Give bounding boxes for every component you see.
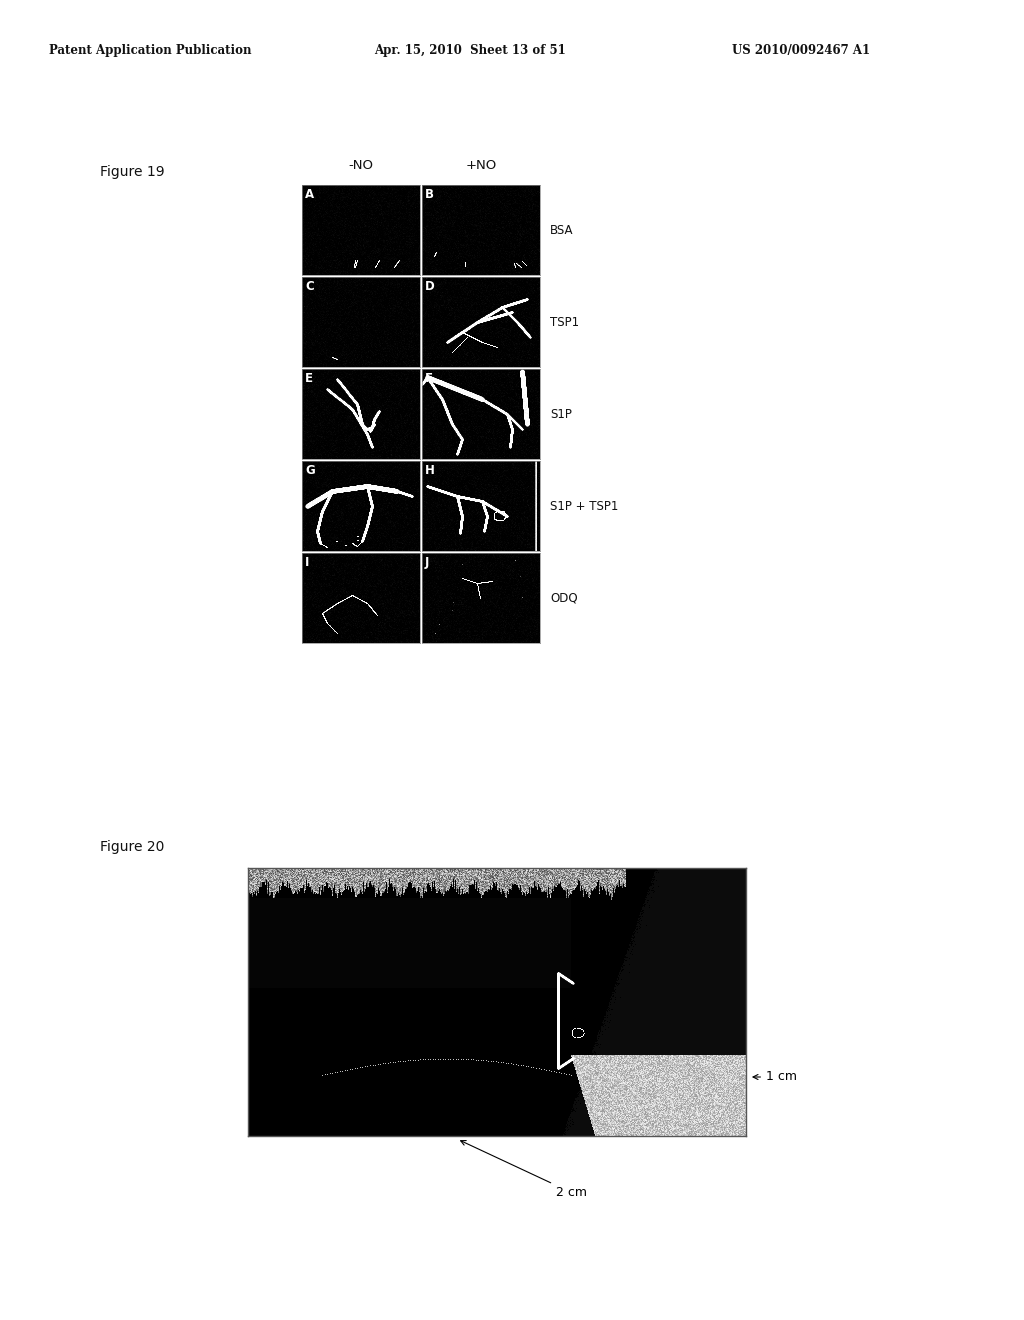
Text: TSP1: TSP1 [550, 315, 580, 329]
Text: J: J [425, 556, 429, 569]
Text: Apr. 15, 2010  Sheet 13 of 51: Apr. 15, 2010 Sheet 13 of 51 [374, 44, 565, 57]
Text: S1P: S1P [550, 408, 571, 421]
Text: H: H [425, 465, 435, 477]
Text: +NO: +NO [465, 158, 497, 172]
Text: F: F [425, 372, 433, 385]
Text: Figure 20: Figure 20 [100, 840, 165, 854]
Text: S1P + TSP1: S1P + TSP1 [550, 499, 618, 512]
Text: C: C [305, 280, 313, 293]
Text: US 2010/0092467 A1: US 2010/0092467 A1 [732, 44, 870, 57]
Text: -NO: -NO [348, 158, 374, 172]
Text: G: G [305, 465, 314, 477]
Text: B: B [425, 187, 434, 201]
Text: Patent Application Publication: Patent Application Publication [49, 44, 252, 57]
Text: BSA: BSA [550, 223, 573, 236]
Text: 2 cm: 2 cm [461, 1140, 587, 1199]
Text: Figure 19: Figure 19 [100, 165, 165, 180]
Text: A: A [305, 187, 314, 201]
Text: 1 cm: 1 cm [753, 1071, 797, 1084]
Text: ODQ: ODQ [550, 591, 578, 605]
Text: D: D [425, 280, 435, 293]
Text: I: I [305, 556, 309, 569]
Text: E: E [305, 372, 313, 385]
